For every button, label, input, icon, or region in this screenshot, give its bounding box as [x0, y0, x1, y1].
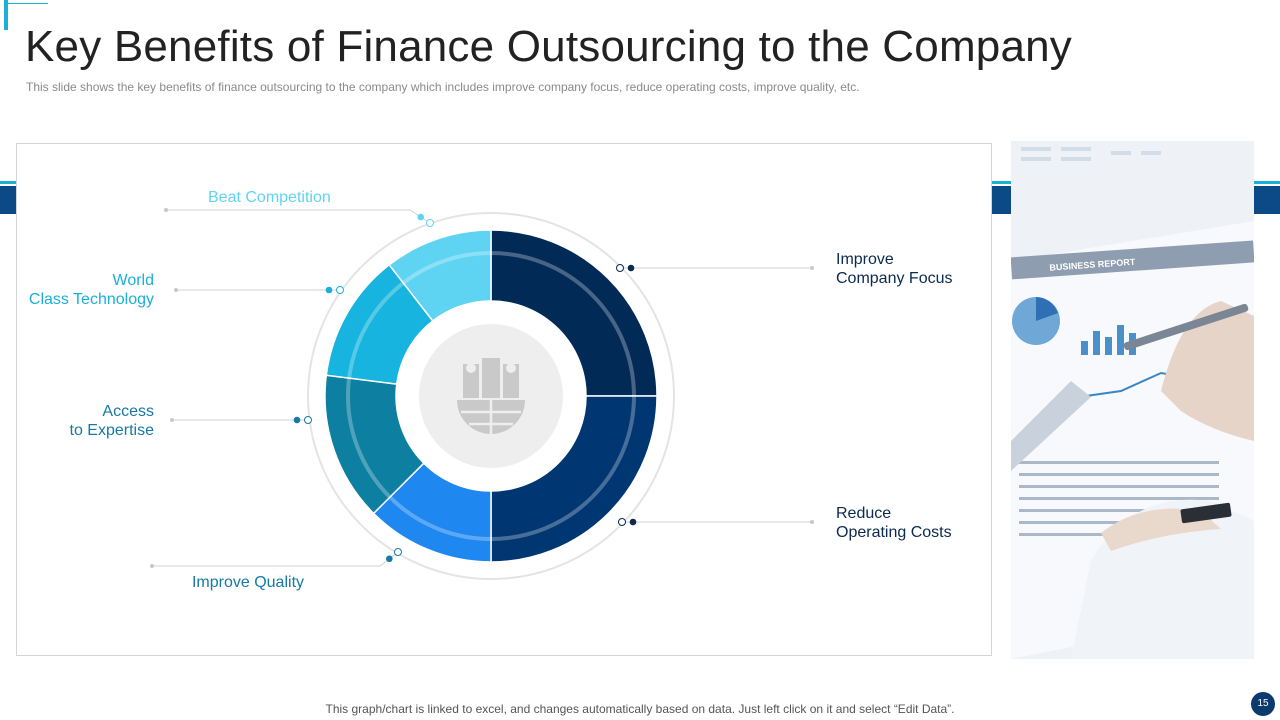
band-line-right — [1254, 181, 1280, 184]
label-reduce-operating-costs: Reduce Operating Costs — [836, 505, 952, 541]
top-accent-line — [8, 3, 48, 4]
leader-world-class-technology — [174, 286, 344, 294]
inner-ring — [346, 251, 636, 541]
band-right — [1254, 186, 1280, 214]
leader-improve-quality — [150, 548, 402, 568]
label-access-to-expertise: Access to Expertise — [69, 403, 154, 439]
top-accent-bar — [4, 0, 8, 30]
leader-improve-company-focus — [616, 264, 814, 272]
band-line-middle — [992, 181, 1011, 184]
leader-beat-competition — [164, 208, 434, 227]
slide-title: Key Benefits of Finance Outsourcing to t… — [25, 22, 1073, 71]
leader-reduce-operating-costs — [618, 518, 814, 526]
business-report-photo: BUSINESS REPORT — [1011, 141, 1254, 659]
building-globe-icon — [419, 324, 563, 468]
photo-illustration: BUSINESS REPORT — [1011, 141, 1254, 659]
label-beat-competition: Beat Competition — [208, 189, 331, 206]
label-world-class-technology: World Class Technology — [28, 272, 154, 308]
footer-note: This graph/chart is linked to excel, and… — [325, 702, 955, 716]
page-number-badge: 15 — [1251, 692, 1275, 716]
band-middle — [992, 186, 1011, 214]
band-line-left — [0, 181, 16, 184]
label-improve-quality: Improve Quality — [191, 574, 305, 591]
band-left — [0, 186, 16, 214]
label-improve-company-focus: Improve Company Focus — [836, 251, 953, 287]
outer-ring — [307, 212, 675, 580]
leader-access-to-expertise — [170, 416, 312, 424]
slide-subtitle: This slide shows the key benefits of fin… — [26, 80, 860, 94]
